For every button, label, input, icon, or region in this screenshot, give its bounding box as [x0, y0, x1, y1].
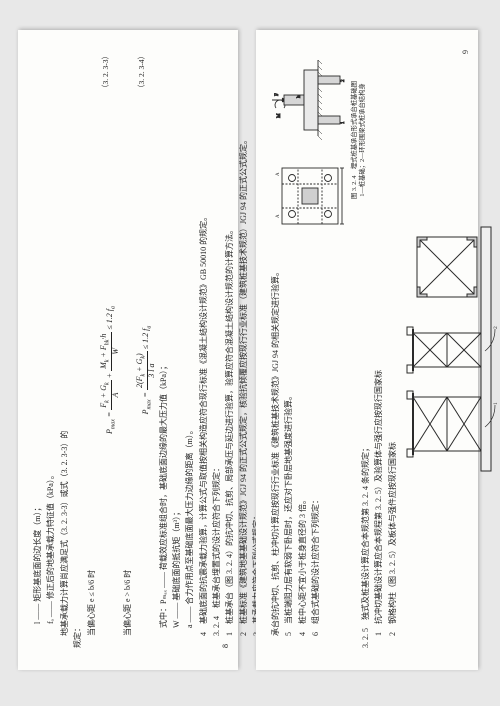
formula-tag: （3. 2. 3-4） [136, 52, 148, 92]
left-page: l —— 矩形基底面的边长度（m）； fₐ —— 修正后的地基承载力特征值（kP… [18, 30, 238, 670]
page-number: 8 [220, 644, 232, 648]
item-1: 1 桩基承台（图 3. 2. 4）的抗冲切、抗剪、局部承压与延边进行验算，验算应… [224, 52, 236, 648]
ecc-case2: 当偏心距 e > b/6 时 [122, 52, 134, 648]
pile-cap-diagram: A A F M [270, 50, 346, 230]
where-W: W —— 基础底面的抵抗矩（m³）； [171, 52, 183, 648]
svg-text:2: 2 [341, 79, 346, 82]
formula-tag: （3. 2. 3-3） [100, 52, 112, 92]
caption-line2: 1—桩基础；2—环形围梁式桩承台结构身 [359, 50, 367, 230]
svg-text:A: A [276, 214, 281, 218]
para-rule: 规定： [72, 52, 84, 648]
lattice-column-diagram: 1 2 [403, 219, 499, 479]
right-page: A A F M [256, 30, 478, 670]
where-block-1: 式中：Pₘₐₓ —— 荷载效应标准组合时，基础底面边缘的最大压力值（kPa）； … [158, 52, 197, 648]
figure-3-2-5: 1 2 图 3. 2. 5 埋式桩承台组合式基础的钢格构柱示意 1—外缘构柱；2… [403, 50, 500, 648]
formula-3-2-3-4: Pmax = 2(Fk + Gk)3 l a ≤ 1.2 fa （3. 2. 3… [136, 52, 156, 648]
para-bearing: 地基承载力计算尚应满足式（3. 2. 3-3）或式（3. 2. 3-3）的 [59, 52, 71, 648]
r-item-1: 1 抗冲切基础设计算应合本规程第 3. 2. 5）及验算体与强行应按现行国家标 [373, 50, 385, 648]
svg-text:1: 1 [493, 402, 499, 405]
formula-body: Pmax = Fk + GkA + Mk + Fhk·hW ≤ 1.2 fa [105, 306, 114, 434]
svg-text:F: F [275, 93, 280, 96]
clause-3-2-4: 3. 2. 4 桩基承台埋置式的设计应符合下列规定： [211, 52, 223, 648]
svg-text:1: 1 [341, 121, 346, 124]
numbered-list-1: 4 基础底面的抗震承载力验算，计算公式与取值按相关构造应符合现行标准《混凝土结构… [198, 52, 264, 648]
formula-3-2-3-3: Pmax = Fk + GkA + Mk + Fhk·hW ≤ 1.2 fa （… [100, 52, 120, 648]
page-number: 9 [460, 50, 472, 54]
where-pmax: 式中：Pₘₐₓ —— 荷载效应标准组合时，基础底面边缘的最大压力值（kPa）； [158, 52, 170, 648]
formula-body: Pmax = 2(Fk + Gk)3 l a ≤ 1.2 fa [141, 326, 150, 415]
r-item-2: 2 钢格构柱（图 3. 2. 5）及板体与强件应按现行国家标 [387, 50, 399, 648]
def-l: l —— 矩形基底面的边长度（m）； [32, 52, 44, 648]
item-4: 4 基础底面的抗震承载力验算，计算公式与取值按相关构造应符合现行标准《混凝土结构… [198, 52, 210, 648]
figure-3-2-4: A A F M [270, 50, 356, 230]
svg-text:2: 2 [493, 326, 499, 329]
def-fa: fₐ —— 修正后的地基承载力特征值（kPa）。 [45, 52, 57, 648]
svg-text:M: M [277, 113, 282, 118]
item-2: 2 桩基标准《建筑地基基础设计规范》JGJ 94 的正式公式规定，核验抗倾覆应按… [238, 52, 250, 648]
ecc-case1: 当偏心距 e ≤ b/6 时 [86, 52, 98, 648]
figure-3-2-4-caption: 图 3. 2. 4 埋式桩基承台形式承台桩基础图 1—桩基础；2—环形围梁式桩承… [351, 50, 367, 230]
svg-text:A: A [276, 172, 281, 176]
where-a: a —— 合力作用点至基础底面最大压力边缘的距离（m）。 [184, 52, 196, 648]
